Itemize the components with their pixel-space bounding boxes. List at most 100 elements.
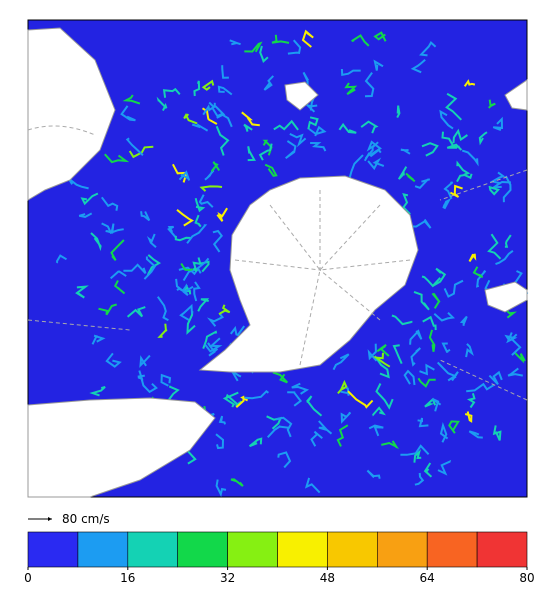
current-streak [162, 87, 181, 98]
current-streak [285, 140, 297, 160]
current-streak [156, 296, 169, 322]
current-streak [456, 173, 473, 183]
current-streak [215, 479, 227, 498]
antarctica [198, 175, 419, 373]
current-streak [443, 181, 454, 200]
current-streak [179, 303, 193, 321]
arrow-label: 80 cm/s [62, 512, 110, 526]
current-streak [166, 385, 180, 403]
colorbar-swatch [27, 531, 79, 568]
current-streak [488, 370, 503, 386]
current-streak [373, 31, 387, 42]
current-streak [289, 133, 307, 148]
current-streak [207, 342, 219, 357]
current-streak [266, 425, 289, 438]
current-streak [218, 304, 231, 315]
current-streak [193, 281, 201, 302]
current-streak [364, 72, 375, 98]
landmass [27, 27, 116, 201]
colorbar-swatch [277, 531, 328, 568]
current-streak [507, 367, 523, 377]
current-streak [495, 249, 514, 266]
arrow-legend: 80 cm/s [28, 512, 110, 526]
current-streak [140, 377, 158, 394]
current-streak [364, 141, 379, 160]
current-streak [318, 420, 333, 435]
current-streak [139, 354, 151, 368]
current-streak [193, 80, 201, 97]
current-streak [466, 382, 495, 393]
current-streak [125, 137, 144, 157]
current-streak [204, 337, 223, 353]
landmass [504, 79, 528, 111]
colorbar-swatch [327, 531, 378, 568]
current-streak [439, 109, 454, 130]
current-streak [113, 280, 126, 295]
current-streak [407, 218, 432, 229]
current-streak [263, 75, 275, 91]
current-streak [463, 79, 476, 87]
current-streak [487, 233, 502, 260]
current-streak [373, 59, 384, 71]
current-streak [409, 329, 423, 345]
current-streak [490, 180, 511, 189]
current-streak [230, 325, 246, 337]
current-streak [431, 292, 441, 309]
current-streak [376, 343, 390, 357]
current-streak [160, 373, 172, 387]
current-streak [212, 229, 223, 253]
colorbar-tick-label: 80 [519, 571, 534, 585]
current-streak [204, 167, 216, 181]
current-streak [55, 254, 68, 264]
current-streak [367, 157, 385, 171]
current-streak [424, 397, 437, 408]
current-streak [105, 352, 122, 368]
current-streak [466, 393, 476, 409]
colorbar-tick-label: 64 [420, 571, 435, 585]
current-streak [351, 34, 370, 47]
current-streak [396, 105, 401, 119]
current-streak [504, 332, 518, 344]
current-streak [157, 323, 168, 338]
current-streak [264, 163, 278, 177]
current-streak [244, 389, 269, 400]
current-streak [413, 449, 422, 463]
current-streak [208, 101, 226, 119]
current-streak [272, 371, 289, 384]
current-streak [244, 41, 263, 53]
current-streak [340, 386, 350, 396]
current-streak [215, 125, 230, 156]
current-streak [428, 329, 436, 352]
current-streak [488, 99, 496, 109]
current-streak [405, 172, 416, 183]
current-streak [146, 233, 157, 249]
colorbar-tick-label: 0 [24, 571, 32, 585]
current-streak [217, 85, 233, 96]
current-streak [338, 122, 357, 134]
current-streak [202, 330, 218, 349]
current-streak [336, 424, 349, 447]
current-streak [90, 232, 102, 252]
current-streak [258, 143, 273, 161]
current-streak [78, 212, 93, 219]
current-streak [459, 315, 468, 326]
current-streak [75, 285, 89, 299]
current-streak [221, 65, 229, 79]
current-streak [392, 344, 403, 365]
current-streak [186, 224, 208, 244]
current-streak [375, 383, 394, 410]
current-streak [372, 406, 386, 417]
current-streak [243, 123, 253, 132]
current-streak [476, 269, 487, 288]
colorbar-swatch [77, 531, 129, 568]
current-streak [110, 239, 125, 262]
current-streak [332, 353, 350, 371]
current-streak [241, 111, 260, 127]
current-streak [206, 313, 225, 327]
current-streak [422, 315, 437, 331]
current-streak [417, 417, 429, 428]
current-streak [433, 311, 456, 322]
current-streak [344, 82, 358, 96]
current-streak [340, 68, 361, 76]
